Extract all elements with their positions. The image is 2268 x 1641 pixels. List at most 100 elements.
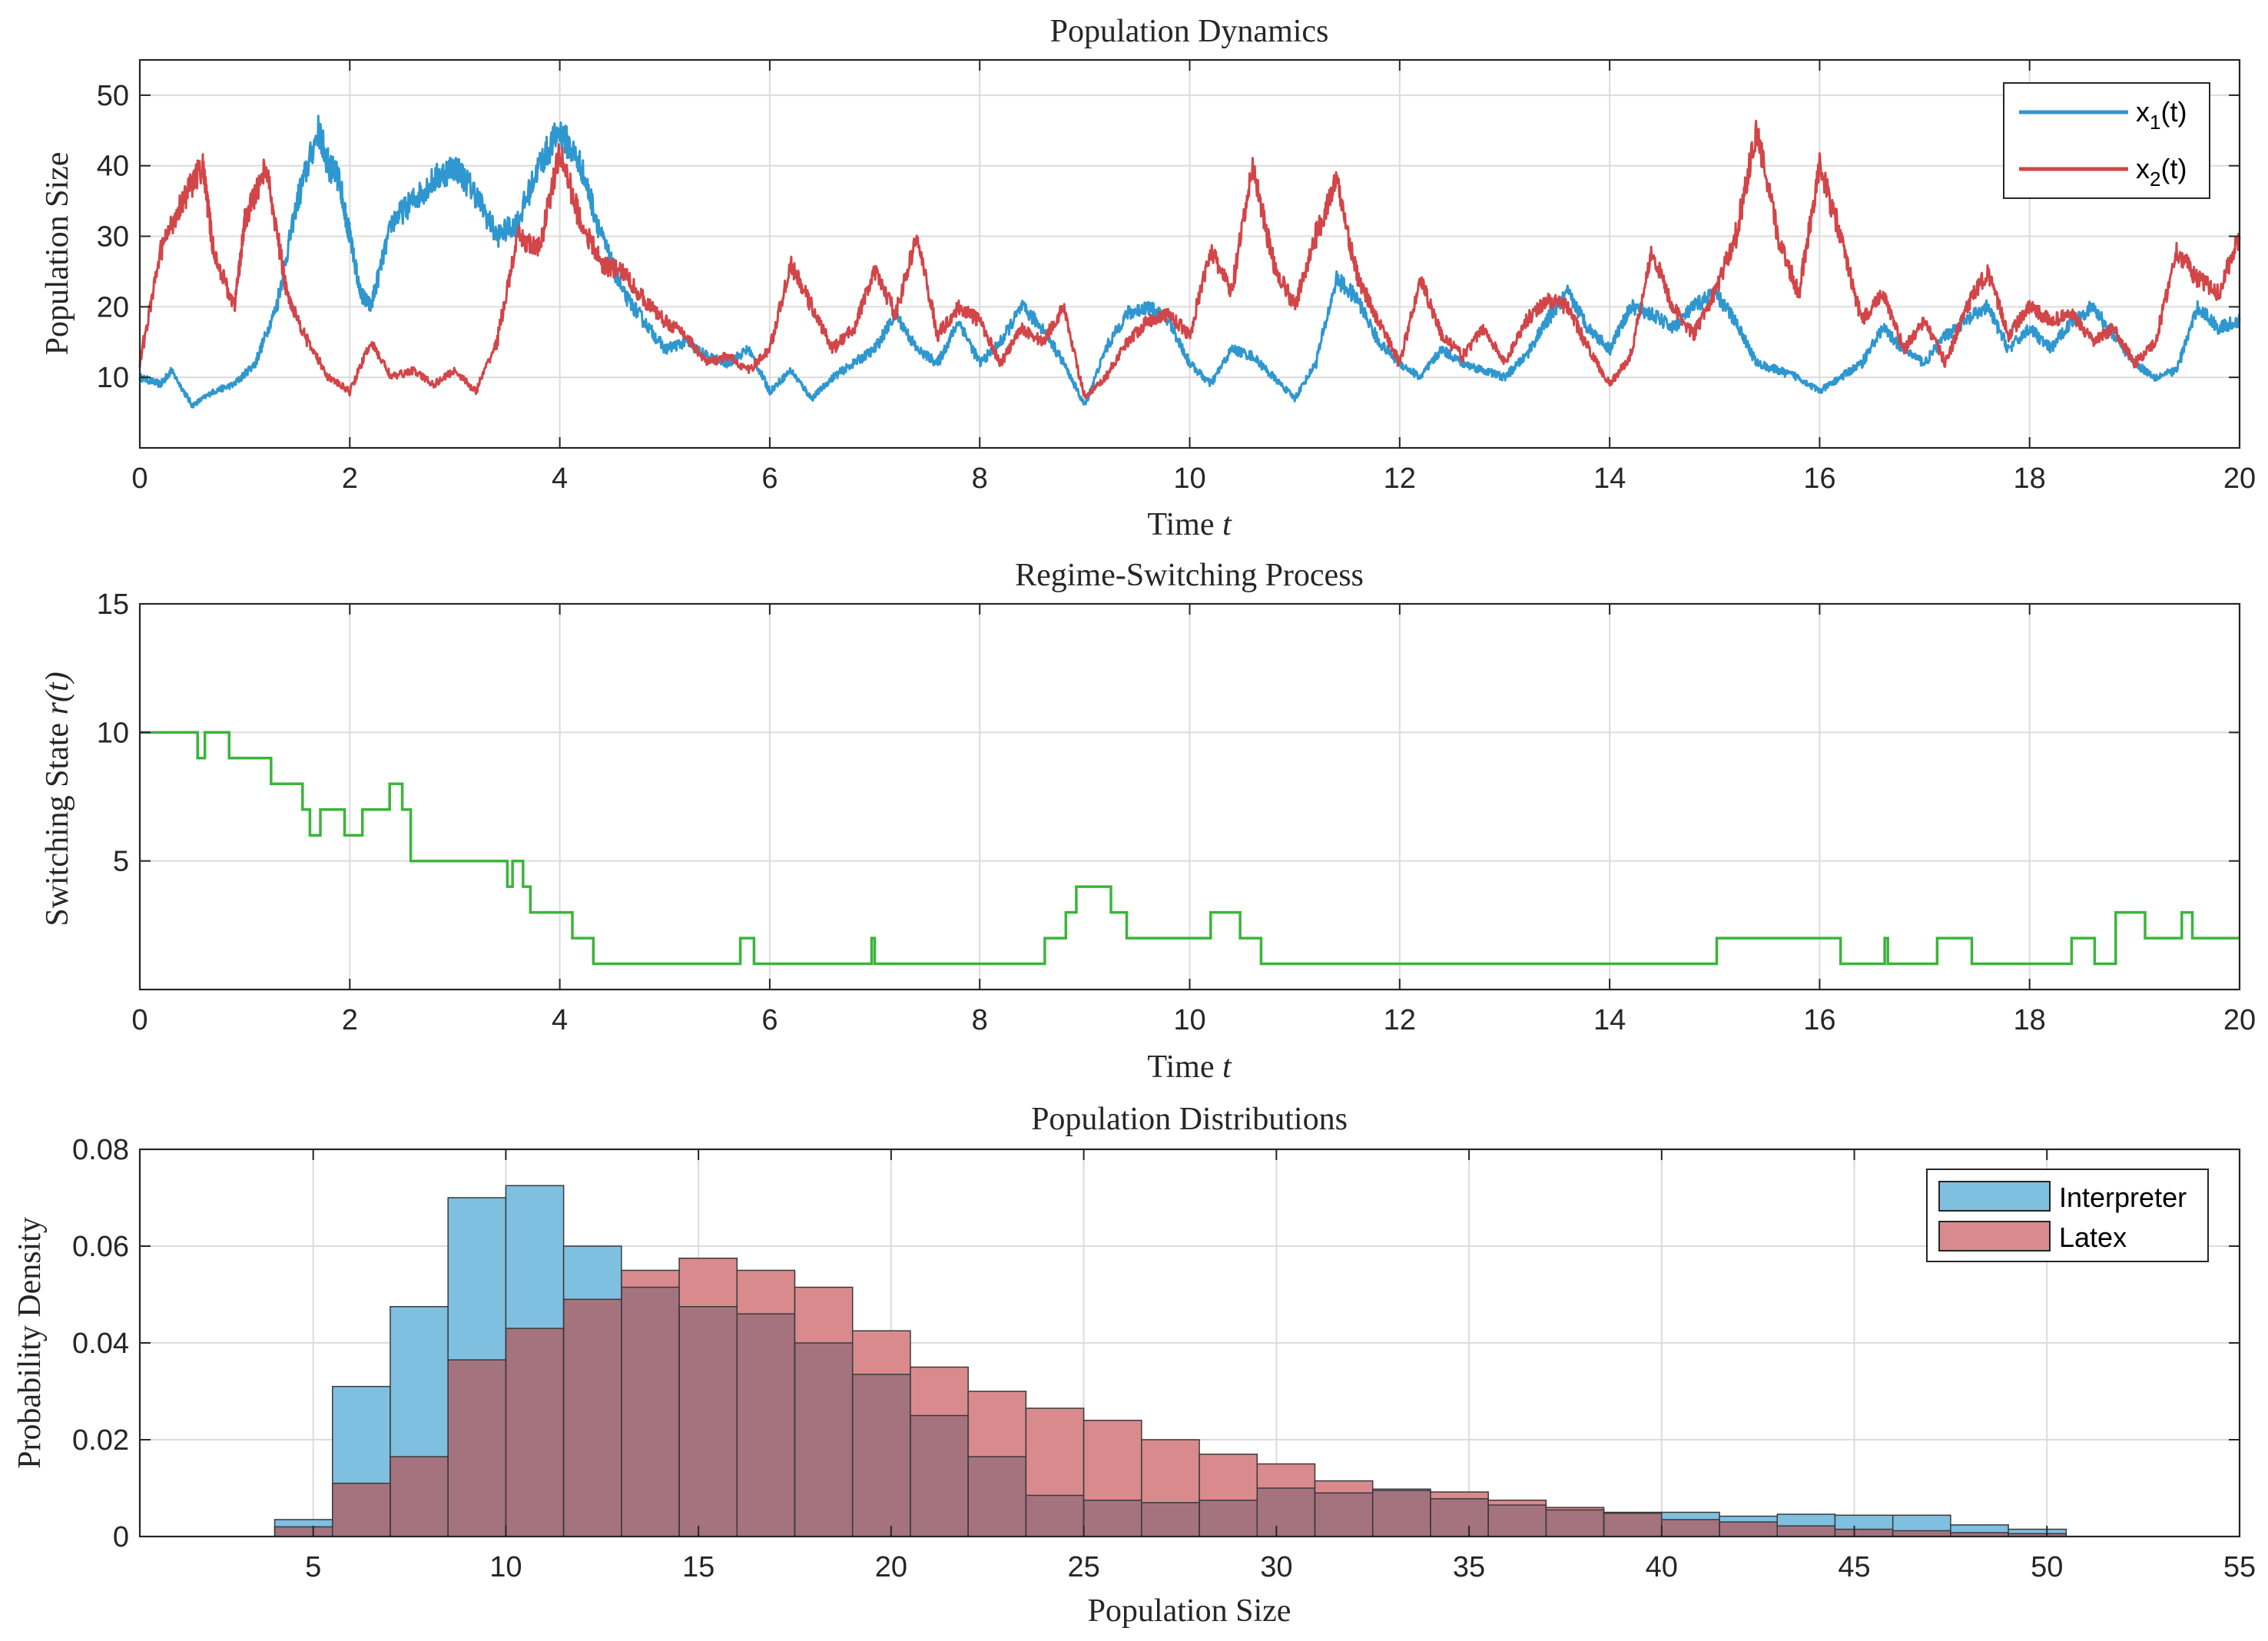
p1-xtick-label: 6 [761,462,778,495]
p2-ytick-label: 15 [97,588,129,621]
p3-xtick-label: 25 [1067,1551,1099,1583]
hist-overlap-bar [621,1287,680,1537]
p3-ytick-label: 0.08 [72,1134,129,1166]
hist-overlap-bar [1603,1513,1662,1537]
hist-excess-bar [1892,1515,1951,1531]
hist-overlap-bar [1835,1529,1893,1537]
p3-ticks: 5 10 15 20 25 30 35 40 45 50 55 0 0.02 0.04 0.06 0.08 [72,1134,2256,1583]
p1-xtick-label: 18 [2014,462,2046,495]
population-distributions-panel: Population Distributions 5 10 15 20 25 30 35 40… [12,1102,2256,1629]
p2-xtick-label: 4 [552,1004,568,1036]
hist-excess-bar [910,1367,969,1416]
p1-legend: x1(t) x2(t) [2003,82,2210,199]
p1-ylabel: Population Size [40,152,75,356]
hist-excess-bar [1026,1408,1084,1496]
hist-excess-bar [1430,1492,1489,1499]
p3-xtick-label: 45 [1838,1551,1870,1583]
hist-overlap-bar [563,1299,622,1537]
p2-title: Regime-Switching Process [1015,558,1364,593]
p2-ytick-label: 10 [97,717,129,749]
p1-ytick-label: 40 [97,151,129,183]
p3-ylabel: Probability Density [12,1217,48,1469]
hist-excess-bar [1777,1514,1835,1527]
hist-excess-bar [448,1198,506,1361]
hist-excess-bar [621,1270,680,1288]
p2-xtick-label: 18 [2014,1004,2046,1036]
p1-xtick-label: 2 [342,462,358,495]
p3-xtick-label: 35 [1453,1551,1485,1583]
hist-excess-bar [1199,1454,1258,1500]
hist-excess-bar [852,1331,910,1374]
p3-xtick-label: 50 [2031,1551,2063,1583]
p3-xtick-label: 5 [305,1551,321,1583]
p3-xlabel: Population Size [1088,1593,1292,1629]
p3-xtick-label: 40 [1646,1551,1678,1583]
legend-latex-swatch [1938,1221,2051,1251]
regime-switching-panel: Regime-Switching Process 0 2 4 6 8 10 12 14 16 18… [40,558,2256,1085]
p3-xtick-label: 15 [682,1551,715,1583]
hist-overlap-bar [794,1343,853,1537]
p2-grid [139,603,2240,990]
legend-interpreter-swatch [1938,1181,2051,1212]
p2-xtick-label: 12 [1384,1004,1416,1036]
p2-xlabel: Time t [1147,1049,1232,1085]
p1-xtick-label: 16 [1803,462,1835,495]
hist-excess-bar [968,1391,1026,1457]
hist-excess-bar [1141,1440,1200,1503]
hist-overlap-bar [390,1457,449,1537]
hist-overlap-bar [1719,1522,1778,1537]
p2-xtick-label: 10 [1173,1004,1205,1036]
hist-excess-bar [1546,1507,1604,1510]
hist-excess-bar [679,1258,738,1307]
hist-excess-bar [274,1519,333,1527]
p1-xtick-label: 8 [972,462,988,495]
p1-ytick-label: 30 [97,221,129,254]
p3-xtick-label: 30 [1260,1551,1292,1583]
p1-xtick-label: 0 [131,462,148,495]
p1-ticks: 0 2 4 6 8 10 12 14 16 18 20 10 20 30 40 50 [97,60,2256,495]
p1-ytick-label: 10 [97,362,129,394]
p1-xtick-label: 12 [1384,462,1416,495]
hist-excess-bar [1257,1464,1315,1488]
p2-xtick-label: 8 [972,1004,988,1036]
hist-overlap-bar [1661,1519,1720,1537]
hist-excess-bar [2008,1529,2067,1534]
hist-excess-bar [563,1246,622,1300]
p2-xtick-label: 2 [342,1004,358,1036]
p1-ytick-label: 20 [97,291,129,323]
hist-excess-bar [1315,1480,1373,1493]
hist-excess-bar [390,1306,449,1457]
hist-overlap-bar [1199,1500,1258,1537]
p2-xtick-label: 6 [761,1004,778,1036]
series-x2-line [138,119,2241,399]
p2-xtick-label: 14 [1593,1004,1626,1036]
hist-excess-bar [1661,1512,1720,1520]
hist-overlap-bar [852,1374,910,1537]
hist-excess-bar [332,1386,390,1484]
hist-overlap-bar [910,1415,969,1537]
p1-grid [139,60,2240,448]
p2-xtick-label: 16 [1803,1004,1835,1036]
hist-overlap-bar [1950,1532,2009,1537]
legend-interpreter-label: Interpreter [2059,1182,2187,1213]
legend-x2-label: x2(t) [2136,153,2187,191]
hist-overlap-bar [1892,1530,1951,1537]
hist-overlap-bar [1546,1510,1604,1537]
hist-overlap-bar [737,1314,795,1537]
hist-overlap-bar [679,1306,738,1537]
p1-title: Population Dynamics [1050,14,1329,49]
p3-ytick-label: 0.02 [72,1424,129,1457]
hist-overlap-bar [1141,1502,1200,1537]
p2-ticks: 0 2 4 6 8 10 12 14 16 18 20 5 10 15 [97,588,2256,1036]
p3-xtick-label: 10 [489,1551,522,1583]
hist-overlap-bar [332,1483,390,1537]
hist-excess-bar [1083,1420,1142,1500]
hist-excess-bar [1488,1500,1547,1506]
p3-ytick-label: 0.04 [72,1328,129,1360]
p1-plot-area [138,114,2241,409]
p1-legend-box [2003,82,2210,199]
p1-xtick-label: 10 [1173,462,1205,495]
hist-excess-bar [737,1270,795,1314]
hist-overlap-bar [448,1360,506,1537]
